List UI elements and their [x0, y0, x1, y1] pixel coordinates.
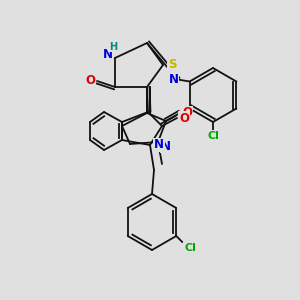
Text: Cl: Cl [184, 243, 196, 253]
Text: Cl: Cl [207, 131, 219, 141]
Text: O: O [182, 106, 192, 119]
Text: O: O [85, 74, 95, 88]
Text: N: N [169, 73, 178, 86]
Text: H: H [109, 42, 117, 52]
Text: N: N [154, 139, 164, 152]
Text: N: N [161, 140, 171, 152]
Text: S: S [168, 58, 176, 71]
Text: N: N [103, 47, 113, 61]
Text: O: O [179, 112, 189, 124]
